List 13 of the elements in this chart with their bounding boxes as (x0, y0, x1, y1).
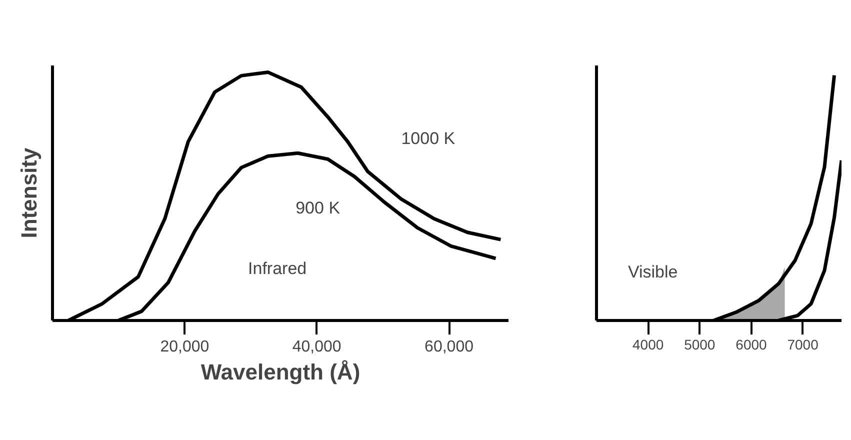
x-tick-label: 4000 (632, 336, 664, 352)
x-tick-label: 6000 (736, 336, 768, 352)
text: 1000 K (401, 129, 456, 148)
x-tick-label: 40,000 (292, 338, 342, 356)
x-tick-label: 60,000 (424, 338, 474, 356)
x-tick-label: 7000 (787, 336, 819, 352)
annotation: Infrared (248, 258, 307, 278)
y-axis-title: Intensity (16, 147, 42, 238)
x-axis-title: Wavelength (Å) (200, 360, 360, 384)
x-tick-label: 5000 (684, 336, 716, 352)
series-label: 900 K (296, 198, 341, 218)
x-tick-label: 20,000 (160, 338, 210, 356)
annotation: Visible (628, 262, 678, 282)
